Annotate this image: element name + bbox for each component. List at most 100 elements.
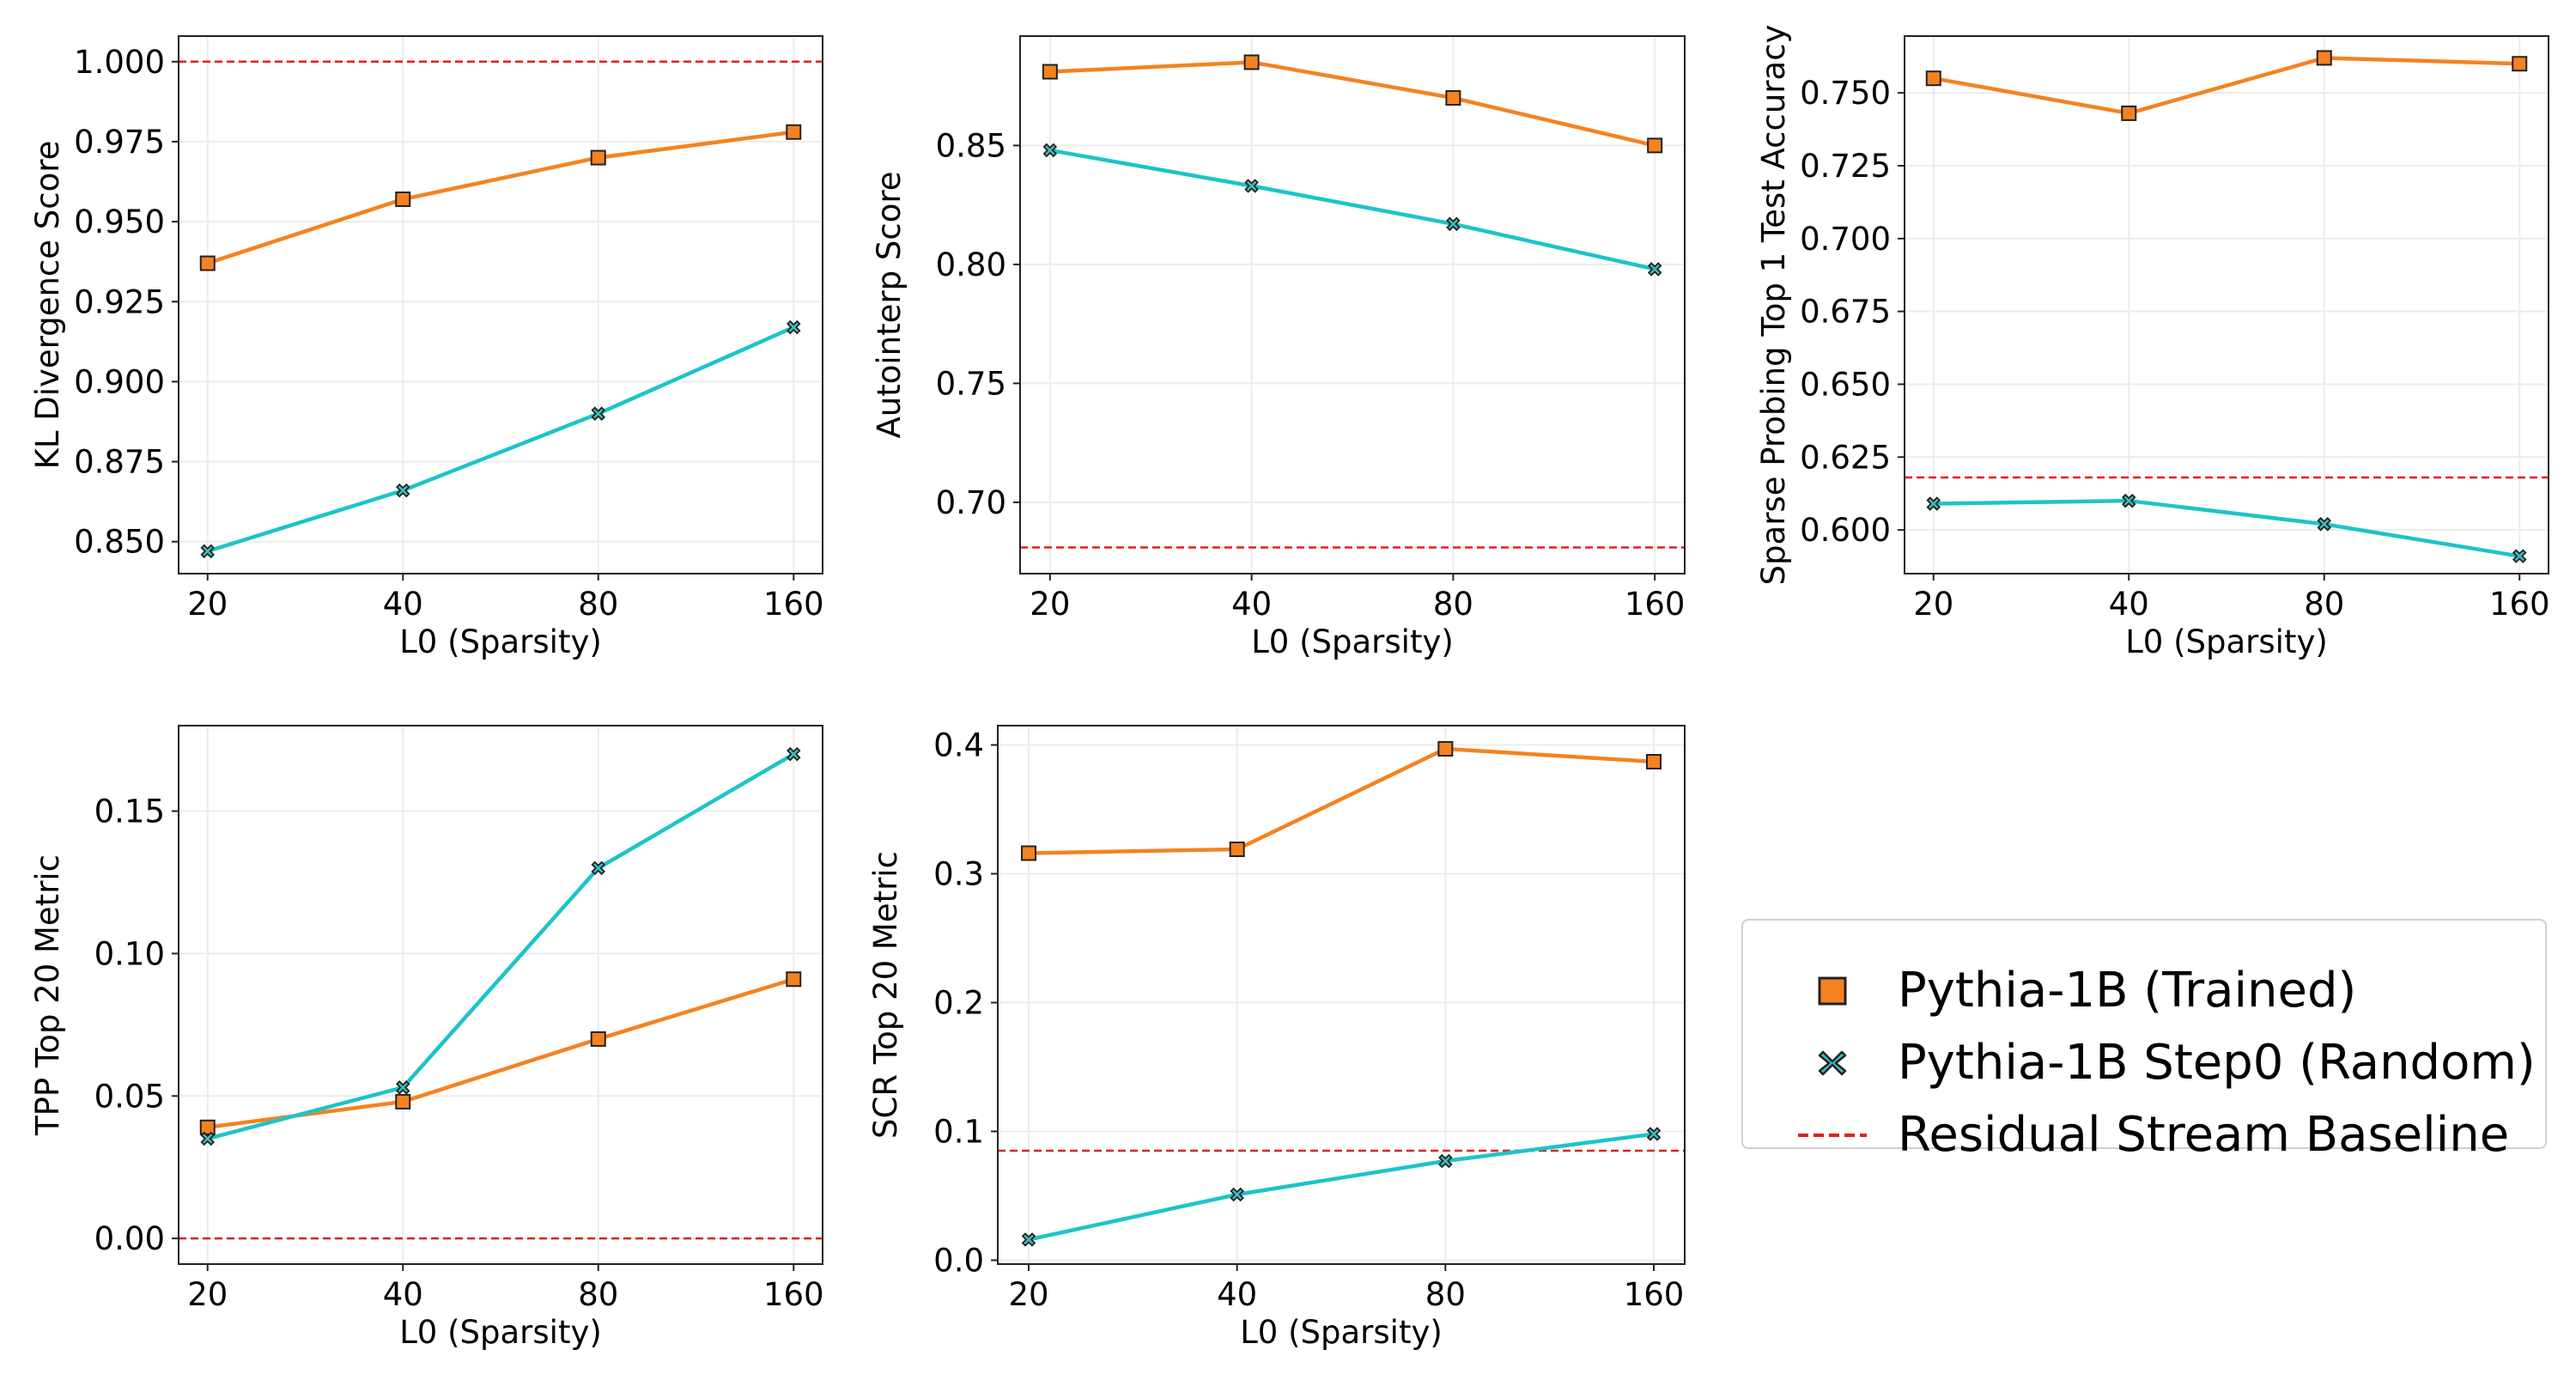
y-tick-label: 0.15 — [94, 793, 165, 830]
axes-frame — [997, 725, 1686, 1265]
trained-series-line — [207, 977, 794, 1129]
y-tick-label: 0.0 — [933, 1243, 984, 1280]
trained-point — [2512, 56, 2528, 72]
x-tick-label: 160 — [1624, 1276, 1685, 1313]
random-point — [1244, 179, 1259, 193]
x-tick-label: 40 — [1217, 1276, 1257, 1313]
legend: Pythia-1B (Trained) Pythia-1B Step0 (Ran… — [1741, 919, 2547, 1163]
y-tick-label: 0.05 — [94, 1078, 165, 1115]
y-tick-label: 0.900 — [74, 363, 165, 400]
random-point — [1646, 1127, 1662, 1141]
trained-point — [786, 971, 802, 988]
chart-panel-1: 0.850 0.875 0.900 0.925 0.950 0.975 1.000 20 40 8… — [29, 35, 824, 660]
random-point — [591, 406, 606, 421]
axes-frame — [1019, 35, 1686, 575]
random-point — [1042, 143, 1058, 158]
random-series-line — [207, 752, 795, 1141]
x-tick-label: 40 — [383, 1276, 423, 1313]
y-tick-label: 0.700 — [1800, 221, 1891, 258]
random-point — [2512, 549, 2527, 563]
axes-frame — [178, 725, 823, 1265]
random-point — [1446, 216, 1461, 232]
y-tick-label: 0.600 — [1800, 512, 1891, 549]
legend-label-random: Pythia-1B Step0 (Random) — [1898, 1035, 2536, 1091]
y-tick-label: 0.875 — [74, 444, 165, 481]
random-point — [786, 746, 801, 762]
axes-frame — [178, 35, 823, 575]
y-tick-label: 0.4 — [933, 727, 984, 764]
random-series-line — [207, 325, 795, 554]
axes-frame — [1904, 35, 2549, 575]
y-tick-label: 0.85 — [936, 127, 1006, 164]
legend-item-trained: Pythia-1B (Trained) — [1743, 955, 2545, 1027]
x-axis-label: L0 (Sparsity) — [399, 623, 602, 660]
y-tick-label: 0.10 — [94, 935, 165, 972]
y-tick-label: 0.00 — [94, 1220, 165, 1257]
y-tick-label: 0.725 — [1800, 148, 1891, 185]
x-tick-label: 160 — [1625, 586, 1686, 623]
random-point — [395, 1080, 410, 1095]
square-marker-icon — [1818, 976, 1847, 1006]
y-tick-label: 0.75 — [936, 365, 1006, 402]
x-tick-label: 80 — [1425, 1276, 1466, 1313]
random-point — [1647, 262, 1662, 277]
trained-point — [786, 124, 802, 140]
y-axis-label: Autointerp Score — [871, 172, 908, 439]
trained-point — [199, 255, 216, 271]
y-tick-label: 0.950 — [74, 204, 165, 240]
random-point — [786, 319, 801, 335]
random-point — [200, 544, 216, 559]
trained-point — [1437, 741, 1454, 757]
y-tick-label: 0.1 — [933, 1114, 984, 1151]
chart-panel-3: 0.600 0.625 0.650 0.675 0.700 0.725 0.750 20 40 8… — [1755, 25, 2550, 660]
random-series-line — [1049, 148, 1656, 271]
x-tick-label: 160 — [763, 586, 824, 623]
x-axis-label: L0 (Sparsity) — [1251, 623, 1454, 660]
legend-label-trained: Pythia-1B (Trained) — [1898, 963, 2357, 1018]
x-axis-label: L0 (Sparsity) — [2125, 623, 2328, 660]
random-point — [395, 483, 410, 498]
chart-panel-5: 0.0 0.1 0.2 0.3 0.4 20 40 80 160 L0 (Sparsity) SCR… — [867, 725, 1686, 1351]
trained-point — [199, 1119, 216, 1135]
random-point — [1438, 1153, 1453, 1169]
x-tick-label: 20 — [1008, 1276, 1048, 1313]
y-axis-label: KL Divergence Score — [29, 141, 66, 470]
chart-panel-2: 0.70 0.75 0.80 0.85 20 40 80 160 L0 (Sparsity) Au… — [871, 35, 1686, 660]
trained-point — [1021, 845, 1036, 861]
legend-item-baseline: Residual Stream Baseline — [1743, 1099, 2545, 1171]
chart-panel-4: 0.00 0.05 0.10 0.15 20 40 80 160 L0 (Sparsity) TP… — [29, 725, 824, 1351]
y-axis-label: SCR Top 20 Metric — [867, 851, 904, 1139]
trained-point — [1646, 754, 1662, 769]
random-point — [2317, 517, 2332, 532]
random-point — [200, 1131, 216, 1146]
trained-point — [590, 1030, 606, 1047]
y-axis-label: Sparse Probing Top 1 Test Accuracy — [1755, 25, 1792, 586]
trained-point — [1229, 842, 1245, 857]
x-tick-label: 40 — [1231, 586, 1272, 623]
trained-point — [1042, 64, 1058, 80]
y-tick-label: 0.925 — [74, 283, 165, 320]
x-marker-icon — [1818, 1050, 1847, 1076]
y-tick-label: 0.70 — [936, 484, 1006, 521]
trained-series-line — [1028, 746, 1655, 855]
legend-label-baseline: Residual Stream Baseline — [1898, 1107, 2510, 1163]
x-axis-label: L0 (Sparsity) — [399, 1314, 602, 1351]
x-tick-label: 160 — [763, 1276, 824, 1313]
x-tick-label: 80 — [2304, 586, 2344, 623]
trained-series-line — [1933, 56, 2520, 116]
trained-point — [2121, 105, 2137, 121]
y-tick-label: 0.650 — [1800, 366, 1891, 403]
trained-point — [395, 192, 411, 208]
x-tick-label: 20 — [187, 1276, 228, 1313]
trained-series-line — [207, 130, 794, 265]
random-series-line — [1933, 498, 2520, 558]
x-tick-label: 20 — [187, 586, 228, 623]
y-tick-label: 0.80 — [936, 246, 1006, 283]
trained-point — [1445, 90, 1461, 106]
y-tick-label: 0.2 — [933, 985, 984, 1022]
y-tick-label: 0.850 — [74, 524, 165, 561]
x-tick-label: 40 — [383, 586, 423, 623]
x-tick-label: 160 — [2489, 586, 2550, 623]
y-tick-label: 1.000 — [74, 44, 165, 81]
